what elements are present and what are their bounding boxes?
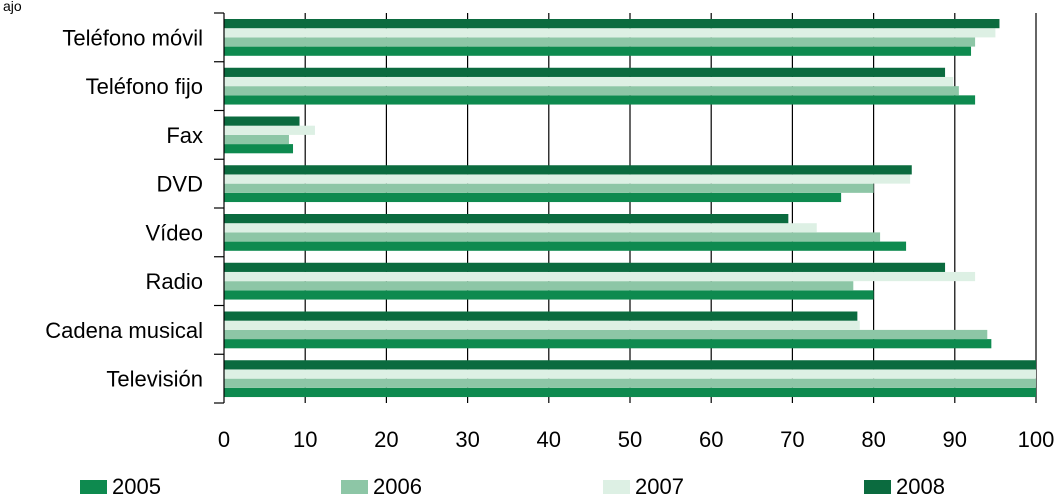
x-tick-labels: 0 10 20 30 40 50 60 70 80 90 100 <box>218 427 1054 452</box>
category-label-telefono-fijo: Teléfono fijo <box>86 74 203 99</box>
bar-television-2007 <box>224 369 1036 379</box>
legend-label-2008: 2008 <box>896 474 945 499</box>
legend-item-2006: 2006 <box>341 474 422 499</box>
corner-text: ajo <box>3 0 22 14</box>
legend-item-2008: 2008 <box>864 474 945 499</box>
legend-label-2007: 2007 <box>635 474 684 499</box>
x-tick-label-10: 10 <box>293 427 317 452</box>
x-tick-label-100: 100 <box>1018 427 1055 452</box>
bar-video-2008 <box>224 214 789 224</box>
legend: 2005 2006 2007 2008 <box>80 474 945 499</box>
bar-telefono-movil-2005 <box>224 46 972 56</box>
legend-label-2005: 2005 <box>112 474 161 499</box>
bar-telefono-movil-2006 <box>224 37 976 47</box>
bar-radio-2007 <box>224 271 976 282</box>
x-tick-label-20: 20 <box>374 427 398 452</box>
bar-video-2006 <box>224 232 881 242</box>
legend-swatch-2006 <box>341 480 368 494</box>
x-tick-label-0: 0 <box>218 427 230 452</box>
bar-telefono-movil-2007 <box>224 28 996 38</box>
legend-swatch-2008 <box>864 480 891 494</box>
bar-fax-2006 <box>224 134 289 145</box>
legend-item-2005: 2005 <box>80 474 161 499</box>
bar-cadena-musical-2005 <box>224 339 992 349</box>
x-tick-label-90: 90 <box>943 427 967 452</box>
x-tick-label-80: 80 <box>861 427 885 452</box>
bar-fax-2007 <box>224 125 315 135</box>
bar-dvd-2008 <box>224 165 912 175</box>
bar-cadena-musical-2008 <box>224 311 858 321</box>
bar-radio-2008 <box>224 262 946 272</box>
category-label-telefono-movil: Teléfono móvil <box>62 25 203 50</box>
bar-fax-2008 <box>224 116 300 126</box>
bar-telefono-fijo-2006 <box>224 86 959 96</box>
bar-dvd-2005 <box>224 192 842 203</box>
bar-radio-2006 <box>224 281 854 291</box>
bar-television-2005 <box>224 387 1036 398</box>
bar-telefono-fijo-2005 <box>224 95 976 105</box>
x-tick-label-70: 70 <box>780 427 804 452</box>
legend-swatch-2007 <box>603 480 630 494</box>
bar-cadena-musical-2007 <box>224 320 860 330</box>
legend-item-2007: 2007 <box>603 474 684 499</box>
x-tick-label-50: 50 <box>618 427 642 452</box>
bar-cadena-musical-2006 <box>224 329 988 340</box>
bar-fax-2005 <box>224 144 294 154</box>
category-label-cadena-musical: Cadena musical <box>45 318 203 343</box>
bar-telefono-fijo-2007 <box>224 76 954 87</box>
bar-dvd-2007 <box>224 174 911 184</box>
x-tick-label-40: 40 <box>537 427 561 452</box>
bar-dvd-2006 <box>224 183 874 193</box>
x-tick-label-30: 30 <box>455 427 479 452</box>
legend-label-2006: 2006 <box>373 474 422 499</box>
bars <box>224 19 1036 398</box>
category-label-video: Vídeo <box>146 220 204 245</box>
x-tick-label-60: 60 <box>699 427 723 452</box>
bar-video-2005 <box>224 241 907 251</box>
bar-telefono-fijo-2008 <box>224 67 946 77</box>
category-label-fax: Fax <box>166 123 203 148</box>
category-label-television: Televisión <box>106 367 203 392</box>
category-labels: Teléfono móvil Teléfono fijo Fax DVD Vídeo Ra… <box>45 25 203 391</box>
bar-radio-2005 <box>224 290 874 300</box>
bar-video-2007 <box>224 223 817 233</box>
bar-television-2006 <box>224 378 1036 388</box>
axes <box>214 12 225 404</box>
category-label-radio: Radio <box>146 269 203 294</box>
category-label-dvd: DVD <box>157 172 203 197</box>
legend-swatch-2005 <box>80 480 107 494</box>
bar-television-2008 <box>224 360 1036 370</box>
bar-telefono-movil-2008 <box>224 19 1000 29</box>
